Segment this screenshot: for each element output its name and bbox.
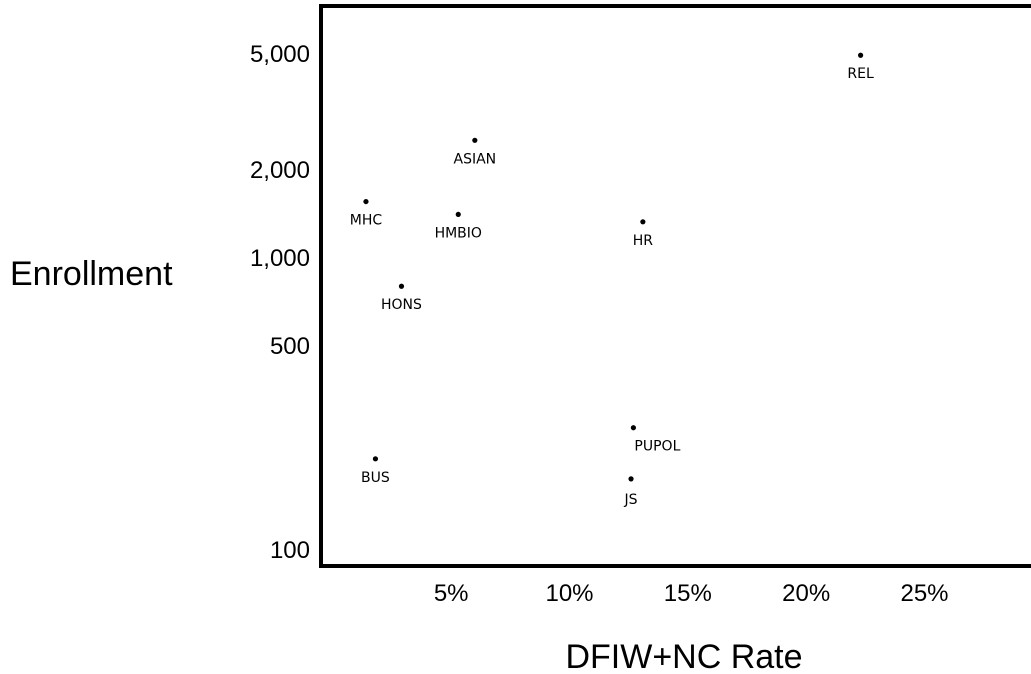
y-tick-label: 100 [270, 537, 310, 564]
data-point [363, 198, 369, 205]
x-tick-label: 10% [545, 580, 593, 607]
plot-frame [319, 4, 1031, 568]
data-point [630, 425, 637, 431]
x-axis-title: DFIW+NC Rate [565, 638, 802, 674]
y-tick-label: 2,000 [250, 157, 310, 184]
point-label: REL [847, 66, 874, 82]
data-point [640, 219, 646, 225]
data-point [455, 211, 461, 218]
data-points: REL ASIAN MHC HMBIO HR HONS PUPOL BUS JS [350, 52, 874, 508]
data-point [858, 52, 864, 58]
data-point [398, 283, 405, 289]
x-tick-label: 5% [434, 580, 469, 607]
point-label: PUPOL [634, 439, 680, 455]
data-point [372, 456, 379, 462]
point-label: JS [624, 492, 638, 508]
x-tick-label: 20% [782, 580, 830, 607]
x-tick-label: 25% [900, 580, 948, 607]
x-tick-label: 15% [664, 580, 712, 607]
point-label: ASIAN [454, 151, 497, 167]
y-tick-label: 5,000 [250, 41, 310, 68]
y-tick-labels: 100 500 1,000 2,000 5,000 [250, 41, 310, 564]
data-point [472, 137, 478, 143]
y-axis-title: Enrollment [10, 255, 173, 293]
point-label: HMBIO [435, 225, 482, 241]
data-point [628, 476, 634, 482]
point-label: BUS [361, 470, 390, 486]
y-tick-label: 1,000 [250, 245, 310, 272]
point-label: HONS [381, 297, 422, 313]
point-label: MHC [350, 213, 383, 229]
x-tick-labels: 5% 10% 15% 20% 25% [434, 580, 949, 607]
point-label: HR [633, 233, 654, 249]
y-tick-label: 500 [270, 333, 310, 360]
